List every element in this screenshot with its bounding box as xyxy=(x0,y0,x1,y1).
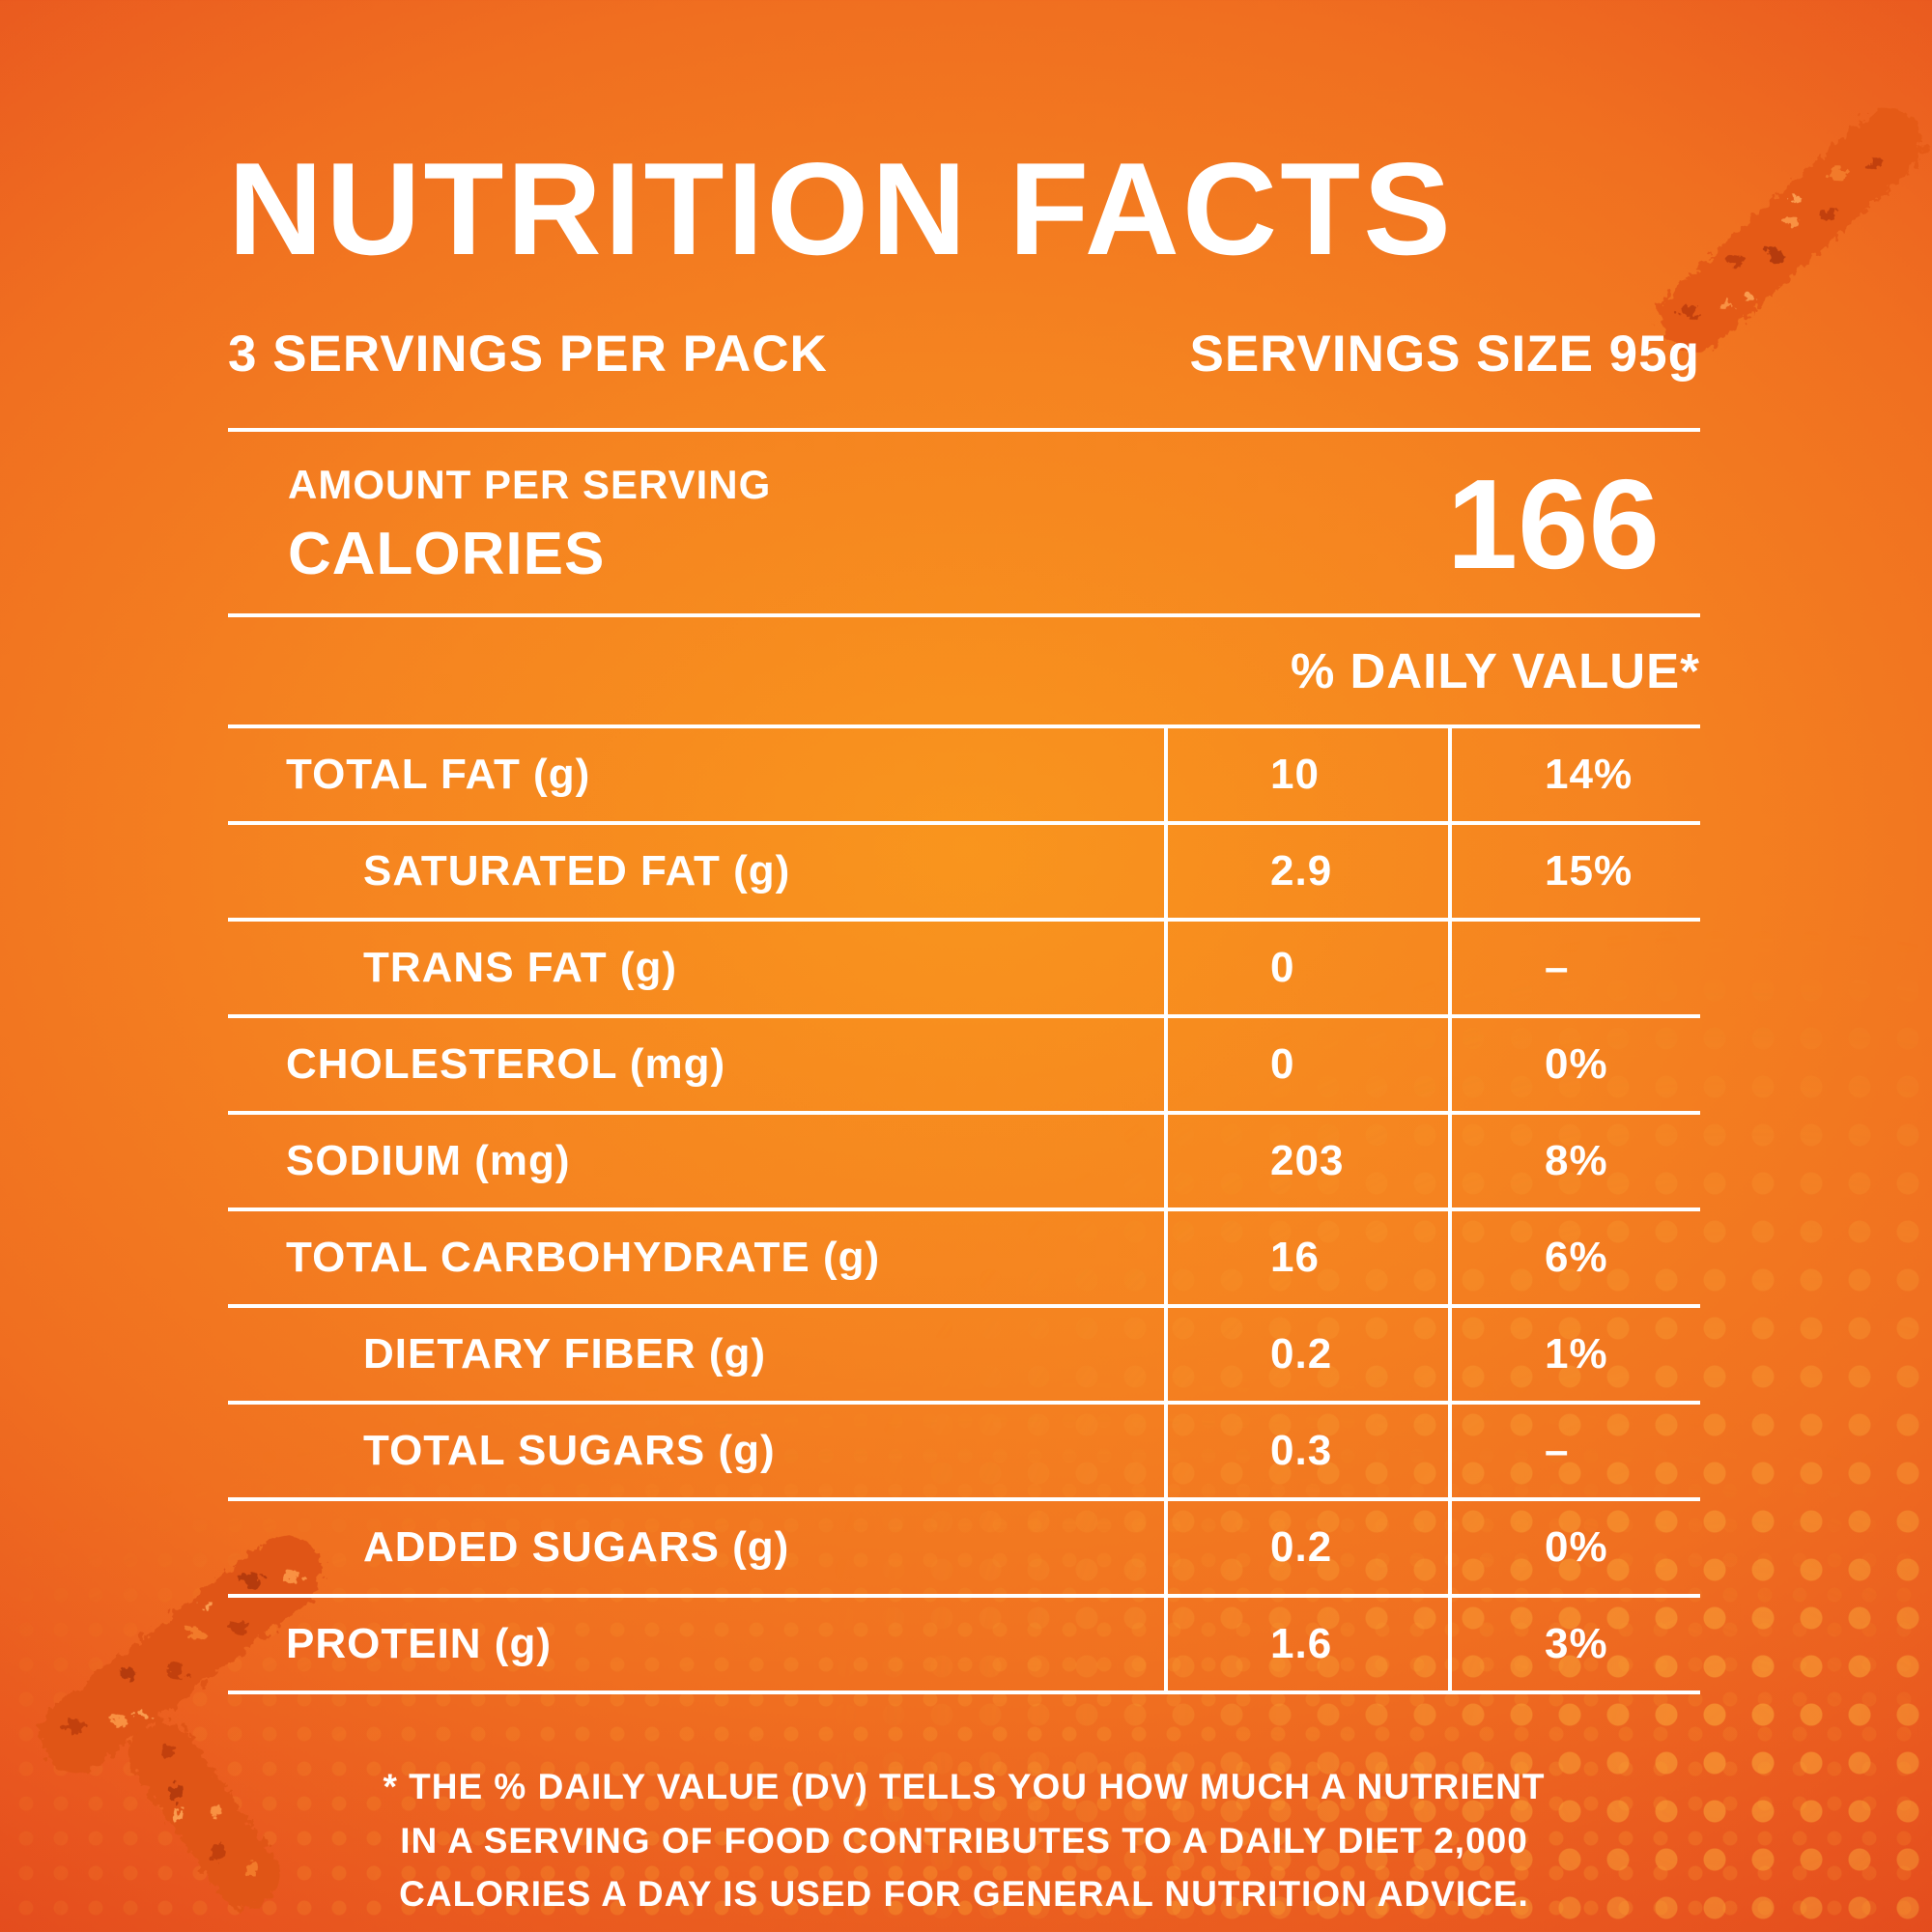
nutrient-amount: 0 xyxy=(1164,922,1448,1014)
nutrient-daily-value: 14% xyxy=(1448,728,1700,821)
nutrient-daily-value: 3% xyxy=(1448,1598,1700,1690)
nutrient-name: SODIUM (mg) xyxy=(286,1137,571,1184)
servings-row: 3 SERVINGS PER PACK SERVINGS SIZE 95g xyxy=(228,325,1700,384)
nutrient-name: CHOLESTEROL (mg) xyxy=(286,1040,726,1088)
nutrient-daily-value: 6% xyxy=(1448,1211,1700,1304)
table-row: TOTAL SUGARS (g) 0.3 – xyxy=(228,1405,1700,1501)
nutrient-name: TOTAL SUGARS (g) xyxy=(363,1427,776,1474)
calories-section: AMOUNT PER SERVING CALORIES 166 xyxy=(228,432,1700,613)
servings-per-pack-label: 3 SERVINGS PER PACK xyxy=(228,326,828,383)
nutrient-amount: 0.2 xyxy=(1164,1501,1448,1594)
nutrient-amount: 0.2 xyxy=(1164,1308,1448,1401)
nutrient-name: PROTEIN (g) xyxy=(286,1620,552,1667)
table-row: TOTAL FAT (g) 10 14% xyxy=(228,728,1700,825)
nutrient-amount: 0.3 xyxy=(1164,1405,1448,1497)
table-row: TOTAL CARBOHYDRATE (g) 16 6% xyxy=(228,1211,1700,1308)
table-row: ADDED SUGARS (g) 0.2 0% xyxy=(228,1501,1700,1598)
table-row: DIETARY FIBER (g) 0.2 1% xyxy=(228,1308,1700,1405)
nutrient-amount: 10 xyxy=(1164,728,1448,821)
nutrient-daily-value: 0% xyxy=(1448,1501,1700,1594)
table-row: TRANS FAT (g) 0 – xyxy=(228,922,1700,1018)
nutrient-amount: 0 xyxy=(1164,1018,1448,1111)
nutrient-daily-value: 8% xyxy=(1448,1115,1700,1208)
nutrient-daily-value: – xyxy=(1448,1405,1700,1497)
table-row: CHOLESTEROL (mg) 0 0% xyxy=(228,1018,1700,1115)
calories-value: 166 xyxy=(1446,453,1660,595)
nutrient-name: TOTAL FAT (g) xyxy=(286,751,591,798)
footnote-line: IN A SERVING OF FOOD CONTRIBUTES TO A DA… xyxy=(400,1820,1528,1861)
footnote-line: CALORIES A DAY IS USED FOR GENERAL NUTRI… xyxy=(399,1874,1529,1914)
table-row: SODIUM (mg) 203 8% xyxy=(228,1115,1700,1211)
serving-size-label: SERVINGS SIZE 95g xyxy=(1189,326,1700,383)
nutrient-daily-value: – xyxy=(1448,922,1700,1014)
nutrient-name: DIETARY FIBER (g) xyxy=(363,1330,767,1378)
nutrient-name: TRANS FAT (g) xyxy=(363,944,678,991)
nutrient-amount: 203 xyxy=(1164,1115,1448,1208)
table-row: PROTEIN (g) 1.6 3% xyxy=(228,1598,1700,1690)
amount-per-serving-label: AMOUNT PER SERVING xyxy=(288,461,772,507)
nutrient-daily-value: 1% xyxy=(1448,1308,1700,1401)
calories-label: CALORIES xyxy=(288,520,606,587)
table-row: SATURATED FAT (g) 2.9 15% xyxy=(228,825,1700,922)
nutrient-name: TOTAL CARBOHYDRATE (g) xyxy=(286,1234,881,1281)
divider-line xyxy=(228,428,1700,432)
nutrition-label: NUTRITION FACTS 3 SERVINGS PER PACK SERV… xyxy=(228,143,1700,1921)
nutrient-name: ADDED SUGARS (g) xyxy=(363,1523,790,1571)
daily-value-footnote: * THE % DAILY VALUE (DV) TELLS YOU HOW M… xyxy=(228,1760,1700,1921)
nutrient-table: TOTAL FAT (g) 10 14% SATURATED FAT (g) 2… xyxy=(228,724,1700,1694)
nutrient-daily-value: 15% xyxy=(1448,825,1700,918)
divider-line xyxy=(228,613,1700,617)
daily-value-header: % DAILY VALUE* xyxy=(1291,643,1700,698)
nutrient-amount: 2.9 xyxy=(1164,825,1448,918)
nutrient-name: SATURATED FAT (g) xyxy=(363,847,791,895)
nutrient-amount: 1.6 xyxy=(1164,1598,1448,1690)
page-title: NUTRITION FACTS xyxy=(228,135,1454,282)
footnote-line: * THE % DAILY VALUE (DV) TELLS YOU HOW M… xyxy=(383,1767,1546,1806)
nutrient-daily-value: 0% xyxy=(1448,1018,1700,1111)
nutrient-amount: 16 xyxy=(1164,1211,1448,1304)
